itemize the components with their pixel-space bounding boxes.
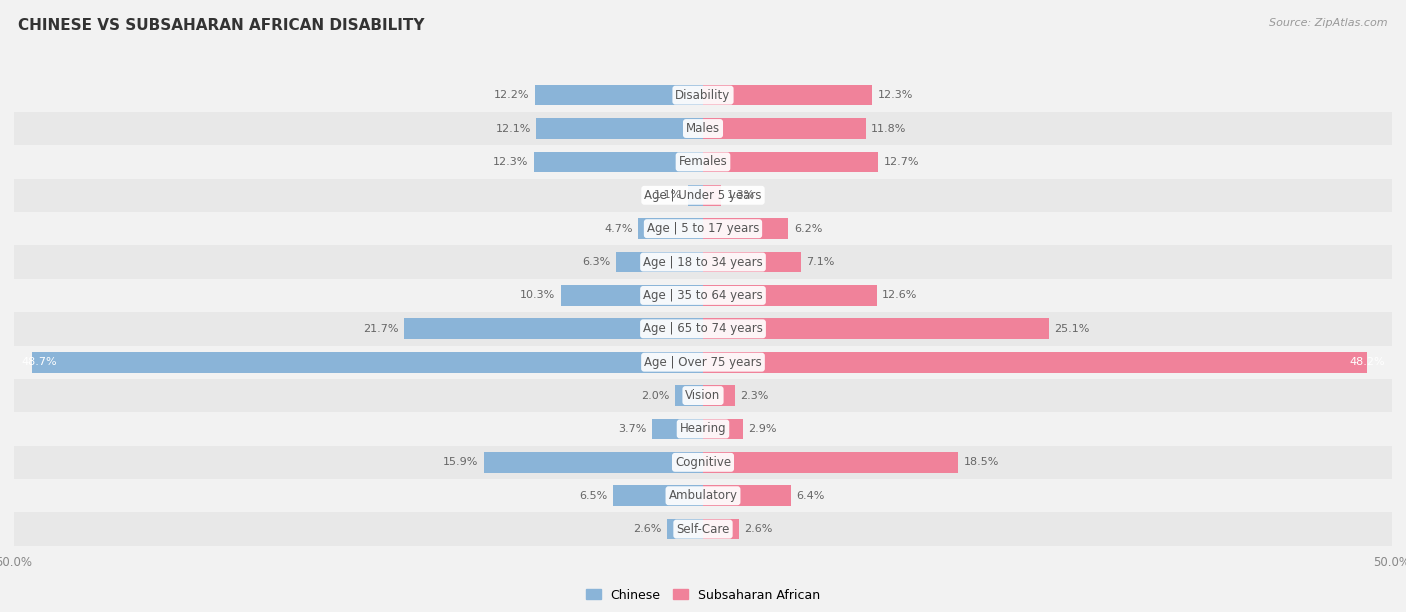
Text: 3.7%: 3.7% [619,424,647,434]
Bar [703,318,1049,339]
Bar [14,512,1392,546]
Text: 2.3%: 2.3% [740,390,769,401]
Text: 21.7%: 21.7% [363,324,398,334]
Bar [14,112,1392,145]
Text: Self-Care: Self-Care [676,523,730,536]
Text: Age | Under 5 years: Age | Under 5 years [644,188,762,202]
Bar [703,185,721,206]
Bar [14,446,1392,479]
Text: 12.6%: 12.6% [882,291,918,300]
Bar [404,318,703,339]
Text: Males: Males [686,122,720,135]
Text: Females: Females [679,155,727,168]
Text: 12.7%: 12.7% [883,157,920,167]
Text: Vision: Vision [685,389,721,402]
Text: 15.9%: 15.9% [443,457,478,468]
Text: 18.5%: 18.5% [963,457,998,468]
Text: 6.2%: 6.2% [794,223,823,234]
Text: 2.6%: 2.6% [633,524,662,534]
Bar [14,379,1392,412]
Bar [703,419,742,439]
Text: 12.1%: 12.1% [495,124,531,133]
Text: Source: ZipAtlas.com: Source: ZipAtlas.com [1270,18,1388,28]
Text: Age | 65 to 74 years: Age | 65 to 74 years [643,323,763,335]
Text: 6.5%: 6.5% [579,491,607,501]
Bar [534,85,703,105]
Text: Cognitive: Cognitive [675,456,731,469]
Bar [561,285,703,306]
Text: Hearing: Hearing [679,422,727,436]
Bar [703,485,792,506]
Bar [14,179,1392,212]
Text: 10.3%: 10.3% [520,291,555,300]
Bar [703,118,866,139]
Bar [703,85,873,105]
Text: 11.8%: 11.8% [872,124,907,133]
Bar [616,252,703,272]
Bar [703,152,877,172]
Bar [14,346,1392,379]
Text: 1.3%: 1.3% [727,190,755,200]
Bar [14,245,1392,278]
Bar [652,419,703,439]
Bar [14,312,1392,346]
Bar [32,352,703,373]
Text: Age | Over 75 years: Age | Over 75 years [644,356,762,368]
Bar [613,485,703,506]
Bar [14,479,1392,512]
Bar [703,452,957,472]
Text: Ambulatory: Ambulatory [668,489,738,502]
Bar [703,285,876,306]
Bar [668,519,703,539]
Text: 12.3%: 12.3% [877,90,914,100]
Bar [14,145,1392,179]
Bar [14,78,1392,112]
Text: 4.7%: 4.7% [605,223,633,234]
Legend: Chinese, Subsaharan African: Chinese, Subsaharan African [581,584,825,606]
Text: 2.9%: 2.9% [748,424,778,434]
Text: 6.3%: 6.3% [582,257,610,267]
Bar [688,185,703,206]
Text: 12.2%: 12.2% [494,90,530,100]
Bar [675,385,703,406]
Bar [703,385,735,406]
Text: 2.6%: 2.6% [744,524,773,534]
Bar [703,218,789,239]
Bar [533,152,703,172]
Text: Age | 35 to 64 years: Age | 35 to 64 years [643,289,763,302]
Bar [703,352,1367,373]
Text: Disability: Disability [675,89,731,102]
Text: 25.1%: 25.1% [1054,324,1090,334]
Bar [638,218,703,239]
Bar [14,212,1392,245]
Text: 12.3%: 12.3% [492,157,529,167]
Text: Age | 18 to 34 years: Age | 18 to 34 years [643,256,763,269]
Bar [703,519,738,539]
Text: 1.1%: 1.1% [654,190,682,200]
Text: Age | 5 to 17 years: Age | 5 to 17 years [647,222,759,235]
Text: 6.4%: 6.4% [797,491,825,501]
Text: CHINESE VS SUBSAHARAN AFRICAN DISABILITY: CHINESE VS SUBSAHARAN AFRICAN DISABILITY [18,18,425,34]
Bar [14,412,1392,446]
Bar [14,278,1392,312]
Text: 7.1%: 7.1% [807,257,835,267]
Text: 48.2%: 48.2% [1350,357,1385,367]
Text: 48.7%: 48.7% [21,357,56,367]
Bar [703,252,801,272]
Text: 2.0%: 2.0% [641,390,669,401]
Bar [536,118,703,139]
Bar [484,452,703,472]
